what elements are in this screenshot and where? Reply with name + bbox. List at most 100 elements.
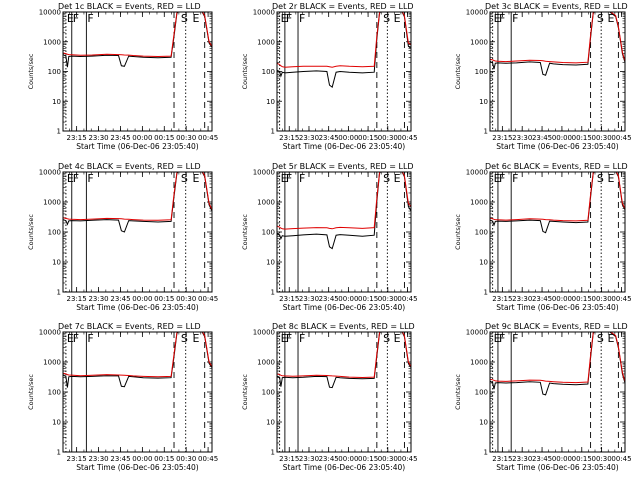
x-axis-label: Start Time (06-Dec-06 23:05:40) — [76, 142, 198, 151]
y-tick-label: 1 — [57, 128, 61, 136]
panel-title: Det 4c BLACK = Events, RED = LLD — [58, 162, 201, 171]
panel-3: Det 3c BLACK = Events, RED = LLD Counts/s… — [454, 2, 632, 151]
y-tick-label: 10 — [52, 419, 61, 427]
x-tick-label: 00:30 — [176, 455, 196, 463]
x-tick-label: 23:30 — [512, 455, 532, 463]
event-marker-label: E — [67, 332, 74, 345]
event-marker-label: E — [394, 332, 401, 345]
x-tick-label: 00:00 — [338, 295, 358, 303]
y-axis-label: Counts/sec — [27, 53, 35, 89]
lld-series-line — [490, 172, 625, 222]
event-marker-label: S — [181, 12, 188, 25]
events-series-line — [490, 12, 625, 76]
event-marker-label: E — [281, 12, 288, 25]
panel-title: Det 6c BLACK = Events, RED = LLD — [485, 162, 628, 171]
y-tick-label: 100 — [475, 389, 488, 397]
x-tick-label: 00:15 — [572, 455, 592, 463]
x-axis-label: Start Time (06-Dec-06 23:05:40) — [283, 142, 405, 151]
event-marker-label: E — [607, 12, 614, 25]
y-tick-label: 1 — [271, 449, 275, 457]
y-tick-label: 10000 — [466, 329, 488, 337]
panel-1: Det 1c BLACK = Events, RED = LLD Counts/s… — [27, 2, 218, 151]
y-tick-label: 1000 — [470, 38, 488, 46]
x-tick-label: 00:15 — [572, 295, 592, 303]
x-tick-label: 00:15 — [358, 134, 378, 142]
x-tick-label: 23:30 — [88, 455, 108, 463]
event-marker-label: E — [193, 12, 200, 25]
x-tick-label: 00:15 — [358, 455, 378, 463]
y-axis-label: Counts/sec — [241, 214, 249, 250]
event-marker-label: E — [67, 12, 74, 25]
x-tick-label: 00:15 — [154, 134, 174, 142]
plot-area — [63, 172, 212, 292]
x-tick-label: 00:00 — [338, 455, 358, 463]
event-marker-label: S — [181, 172, 188, 185]
event-marker-label: E — [494, 12, 501, 25]
y-tick-label: 10 — [266, 259, 275, 267]
event-marker-label: S — [383, 332, 390, 345]
event-marker-label: S — [597, 332, 604, 345]
x-tick-label: 23:45 — [110, 295, 130, 303]
x-axis-label: Start Time (06-Dec-06 23:05:40) — [76, 303, 198, 312]
x-tick-label: 23:30 — [299, 295, 319, 303]
event-marker-label: F — [87, 12, 93, 25]
x-tick-label: 00:30 — [176, 134, 196, 142]
y-tick-label: 1000 — [257, 359, 275, 367]
x-tick-label: 00:30 — [378, 455, 398, 463]
panel-title: Det 9c BLACK = Events, RED = LLD — [485, 322, 628, 331]
y-tick-label: 100 — [48, 68, 61, 76]
panel-title: Det 5r BLACK = Events, RED = LLD — [272, 162, 414, 171]
x-tick-label: 23:15 — [492, 134, 512, 142]
x-axis-label: Start Time (06-Dec-06 23:05:40) — [496, 142, 618, 151]
plot-area — [63, 332, 212, 452]
event-marker-label: F — [73, 12, 79, 25]
plot-area — [277, 332, 411, 452]
y-tick-label: 10000 — [39, 329, 61, 337]
y-tick-label: 10000 — [39, 9, 61, 17]
x-tick-label: 00:00 — [552, 455, 572, 463]
y-tick-label: 10 — [479, 259, 488, 267]
x-tick-label: 23:45 — [110, 455, 130, 463]
plot-area — [490, 172, 625, 292]
x-tick-label: 23:15 — [492, 295, 512, 303]
lld-series-line — [63, 172, 212, 221]
plot-area — [277, 172, 411, 292]
x-tick-label: 23:30 — [299, 455, 319, 463]
event-marker-label: F — [87, 172, 93, 185]
panel-title: Det 2r BLACK = Events, RED = LLD — [272, 2, 414, 11]
panel-7: Det 7c BLACK = Events, RED = LLD Counts/s… — [27, 322, 218, 472]
x-tick-label: 23:15 — [279, 295, 299, 303]
x-tick-label: 23:15 — [279, 134, 299, 142]
x-tick-label: 00:45 — [397, 295, 417, 303]
x-tick-label: 23:15 — [67, 134, 87, 142]
event-marker-label: F — [512, 172, 518, 185]
event-marker-label: E — [394, 172, 401, 185]
x-tick-label: 23:30 — [512, 134, 532, 142]
event-marker-label: S — [383, 12, 390, 25]
x-tick-label: 00:15 — [154, 455, 174, 463]
y-tick-label: 100 — [262, 229, 275, 237]
y-axis-label: Counts/sec — [241, 374, 249, 410]
event-marker-label: S — [597, 12, 604, 25]
y-axis-label: Counts/sec — [27, 374, 35, 410]
plot-frame — [276, 331, 412, 453]
x-tick-label: 23:45 — [319, 295, 339, 303]
event-marker-label: F — [286, 12, 292, 25]
lld-series-line — [490, 12, 625, 64]
event-marker-label: S — [181, 332, 188, 345]
y-tick-label: 1000 — [257, 38, 275, 46]
y-tick-label: 100 — [48, 229, 61, 237]
events-series-line — [277, 332, 411, 389]
y-tick-label: 100 — [48, 389, 61, 397]
x-tick-label: 00:15 — [572, 134, 592, 142]
x-tick-label: 00:45 — [611, 455, 631, 463]
panel-title: Det 8c BLACK = Events, RED = LLD — [272, 322, 415, 331]
x-tick-label: 23:45 — [319, 134, 339, 142]
y-tick-label: 1000 — [43, 199, 61, 207]
x-tick-label: 00:00 — [338, 134, 358, 142]
y-tick-label: 100 — [262, 68, 275, 76]
event-marker-label: E — [494, 172, 501, 185]
y-tick-label: 1000 — [43, 38, 61, 46]
lld-series-line — [277, 172, 411, 230]
